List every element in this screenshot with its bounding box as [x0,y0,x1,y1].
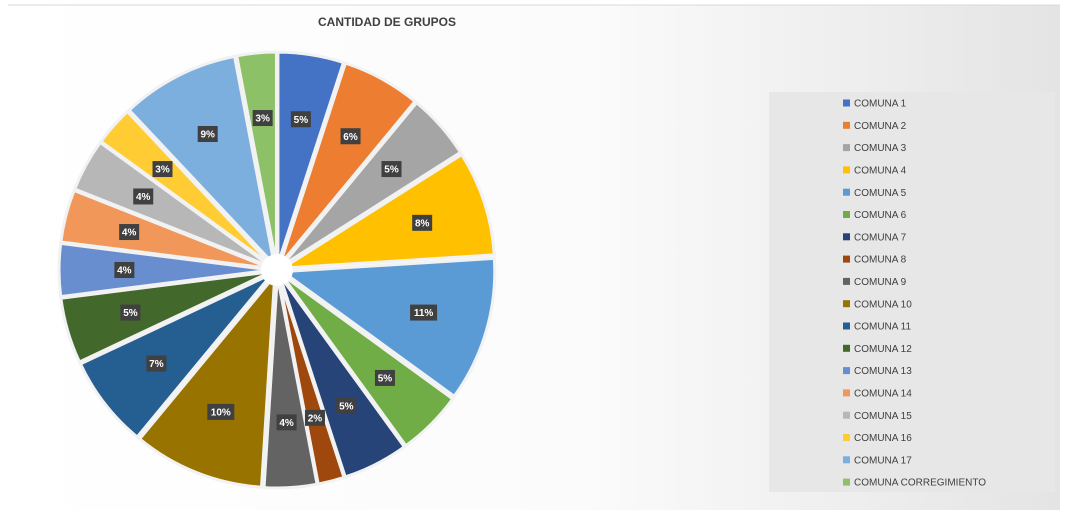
legend-marker [843,144,850,152]
pie-slice [234,50,278,265]
pie-slice [278,61,418,266]
pie-slice [280,100,463,268]
data-label-box [152,161,173,178]
legend-marker [843,255,850,263]
legend-label: COMUNA 14 [854,389,912,400]
pie-slice [57,241,272,299]
data-label: 4% [279,418,294,429]
legend-marker [843,166,850,174]
data-label-box [197,125,218,142]
data-label: 3% [255,114,270,125]
data-label: 7% [149,359,164,370]
data-label-box [290,111,311,128]
legend-marker [843,478,850,486]
legend-label: COMUNA 6 [854,210,907,221]
data-label: 5% [294,115,309,126]
legend-label: COMUNA 17 [854,455,912,466]
legend-label: COMUNA 4 [854,166,907,177]
legend-label: COMUNA 13 [854,366,912,377]
pie-slice [98,109,274,268]
legend-marker [843,434,850,441]
legend-marker [843,188,850,196]
data-label-box [336,398,357,415]
data-label: 5% [384,165,399,176]
data-label-box [381,161,402,178]
data-label-box [410,304,438,321]
data-label: 5% [339,402,354,413]
data-label-box [207,403,235,420]
data-label-box [374,369,395,386]
pie-slice [281,152,496,270]
pie-slice [59,270,272,364]
data-label-box [340,128,361,145]
legend-label: COMUNA 3 [854,143,907,154]
pie-slice [78,272,274,440]
pie-center [261,254,293,286]
legend-label: COMUNA 2 [854,121,907,132]
legend-marker [843,99,850,107]
legend-marker [843,367,850,375]
legend-box [769,92,1055,492]
data-label: 10% [211,408,231,419]
legend-marker [843,344,850,352]
legend-marker [843,121,850,129]
legend-label: COMUNA 1 [854,99,907,110]
data-label-box [119,224,140,241]
data-label: 6% [343,132,358,143]
data-label: 5% [123,308,138,319]
pie-slice [276,50,346,265]
legend-label: COMUNA 9 [854,277,907,288]
data-label-box [120,304,141,321]
legend-label: COMUNA 5 [854,188,907,199]
pie-slice [280,273,455,448]
legend-label: COMUNA 10 [854,299,912,310]
pie-slice [59,188,272,270]
legend-label: COMUNA 8 [854,255,907,266]
data-label: 2% [308,413,323,424]
data-label: 11% [414,308,434,319]
data-label-box [133,188,154,205]
data-label: 9% [200,130,215,141]
data-label-box [114,262,135,278]
data-label: 4% [117,266,132,277]
legend-marker [843,389,850,397]
pie-slice [262,275,319,490]
legend-marker [843,233,850,241]
data-label-box [252,110,273,127]
data-label-box [412,214,433,231]
legend-marker [843,411,850,419]
data-label: 5% [378,374,393,385]
legend-marker [843,456,850,464]
data-label-box [146,355,167,372]
legend-marker [843,322,850,330]
data-label-box [304,409,325,426]
pie-slice [278,256,497,399]
pie-slice [137,271,277,489]
legend-label: COMUNA 15 [854,411,912,422]
legend-label: COMUNA 16 [854,433,912,444]
data-label: 3% [155,165,170,176]
data-label-box [276,414,297,431]
legend-marker [843,211,850,218]
legend-label: COMUNA 12 [854,344,912,355]
legend-label: COMUNA 7 [854,232,907,243]
legend-marker [843,277,850,285]
data-label: 8% [415,218,430,229]
data-label: 4% [136,192,151,203]
chart-title: CANTIDAD DE GRUPOS [318,15,456,29]
legend-label: COMUNA CORREGIMIENTO [854,478,986,489]
data-label: 4% [122,228,137,239]
pie-slice [127,54,277,270]
legend-label: COMUNA 11 [854,322,911,333]
legend-marker [843,300,850,308]
